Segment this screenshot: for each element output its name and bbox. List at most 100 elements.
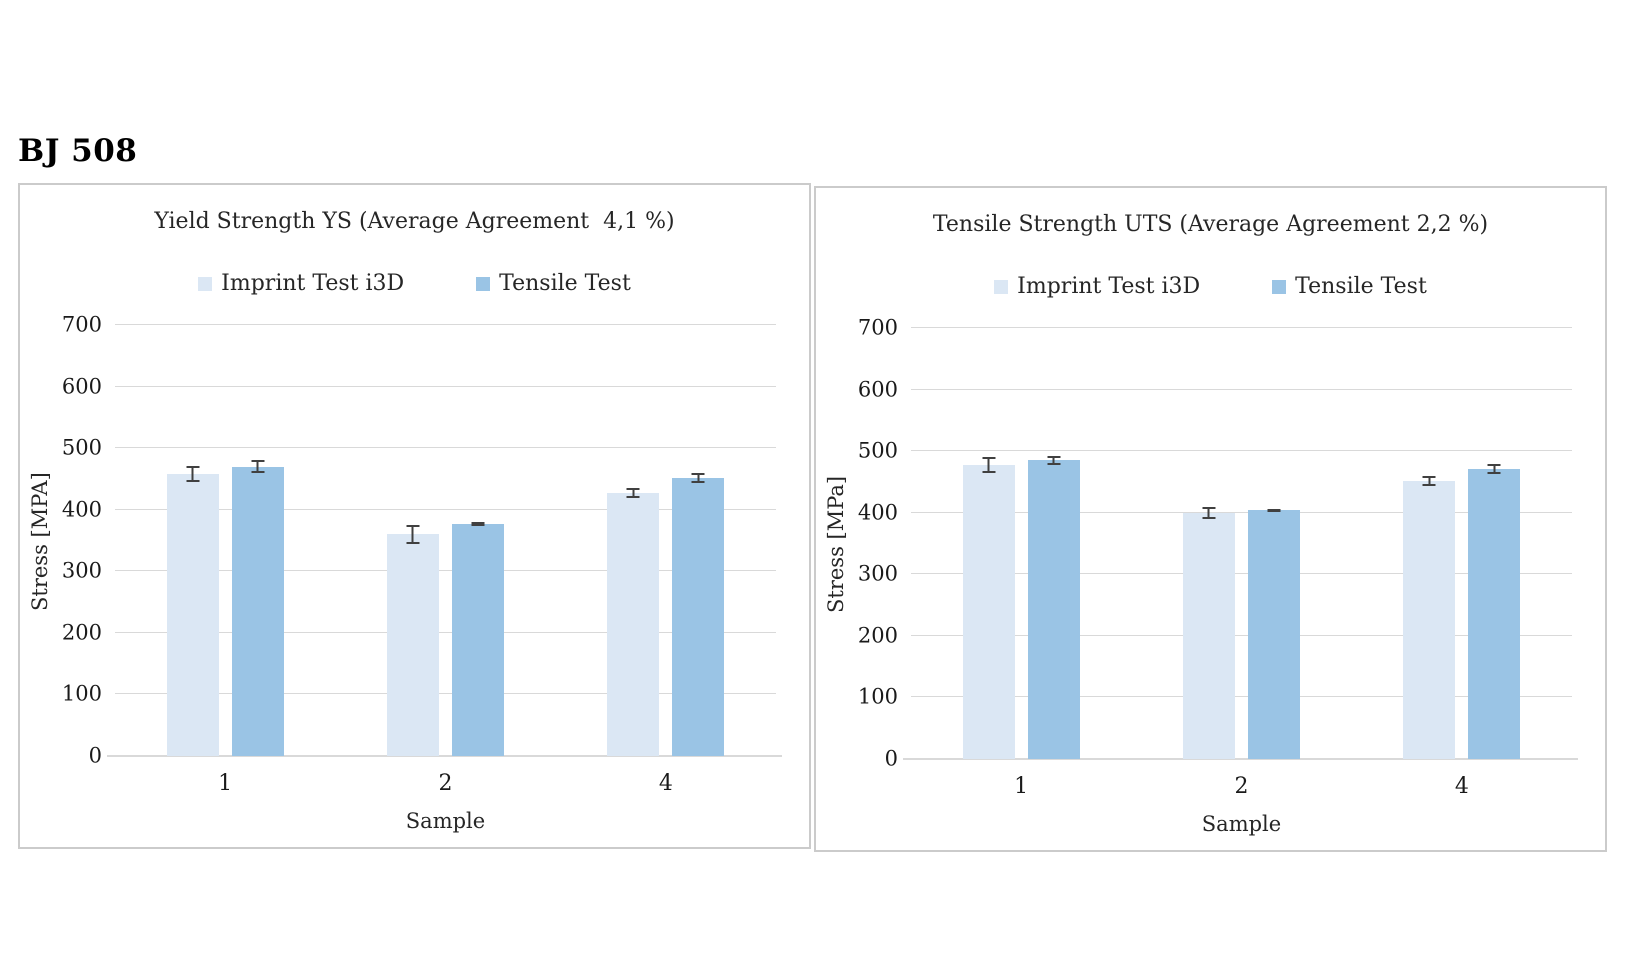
bar xyxy=(672,472,725,756)
error-bar-line xyxy=(632,488,635,499)
error-bar-cap xyxy=(186,480,200,483)
bar-groups xyxy=(911,328,1572,759)
gridline xyxy=(115,631,776,633)
error-bar-cap xyxy=(691,472,705,475)
x-tick-label: 1 xyxy=(1014,774,1029,799)
error-bar-cap xyxy=(1202,506,1216,509)
gridline xyxy=(115,570,776,572)
chart-panel-yield-strength: Yield Strength YS (Average Agreement 4,1… xyxy=(18,183,811,849)
error-bar-line xyxy=(987,456,990,473)
error-bar-line xyxy=(1207,506,1210,519)
error-bar xyxy=(1422,475,1436,486)
error-bar-cap xyxy=(626,496,640,499)
gridline xyxy=(911,696,1572,698)
legend-label: Imprint Test i3D xyxy=(221,271,405,296)
y-axis-title: Stress [MPa] xyxy=(824,475,848,614)
bar xyxy=(1403,475,1456,759)
gridline xyxy=(115,508,776,510)
legend-swatch-icon xyxy=(198,276,213,291)
error-bar-cap xyxy=(982,456,996,459)
error-bar xyxy=(471,522,485,526)
y-tick-label: 600 xyxy=(857,377,898,402)
bar xyxy=(166,466,219,756)
error-bar xyxy=(1267,509,1281,512)
x-tick-label: 2 xyxy=(438,771,453,796)
y-tick-label: 700 xyxy=(857,315,898,340)
legend-label: Tensile Test xyxy=(499,271,631,296)
error-bar-cap xyxy=(1202,516,1216,519)
chart-legend: Imprint Test i3D Tensile Test xyxy=(20,271,809,296)
legend-item: Imprint Test i3D xyxy=(994,274,1200,299)
charts-row: Yield Strength YS (Average Agreement 4,1… xyxy=(18,183,1607,852)
gridline xyxy=(911,511,1572,513)
legend-item: Tensile Test xyxy=(476,271,631,296)
error-bar-line xyxy=(256,460,259,473)
bar-group xyxy=(1352,328,1572,759)
y-tick-label: 600 xyxy=(61,374,102,399)
bar xyxy=(231,460,284,756)
error-bar-line xyxy=(1493,464,1496,474)
y-tick-label: 300 xyxy=(857,561,898,586)
y-tick-label: 200 xyxy=(61,620,102,645)
error-bar xyxy=(1487,464,1501,474)
error-bar-cap xyxy=(406,525,420,528)
error-bar-line xyxy=(1428,475,1431,486)
error-bar xyxy=(251,460,265,473)
gridline xyxy=(115,447,776,449)
y-tick-label: 400 xyxy=(61,497,102,522)
x-axis-title: Sample xyxy=(1201,812,1282,836)
gridline xyxy=(911,388,1572,390)
y-tick-label: 100 xyxy=(857,684,898,709)
gridline xyxy=(115,324,776,325)
legend-swatch-icon xyxy=(1272,279,1287,294)
x-tick-label: 4 xyxy=(658,771,673,796)
error-bar-cap xyxy=(186,466,200,469)
bar-group xyxy=(115,325,335,756)
y-tick-label: 100 xyxy=(61,681,102,706)
error-bar-line xyxy=(191,466,194,483)
x-axis-line xyxy=(903,758,1578,760)
bar xyxy=(1468,464,1521,759)
y-tick-label: 0 xyxy=(884,746,898,771)
y-tick-label: 500 xyxy=(61,435,102,460)
y-tick-label: 700 xyxy=(61,312,102,337)
legend-label: Imprint Test i3D xyxy=(1017,274,1201,299)
bar-groups xyxy=(115,325,776,756)
plot-area: 0 100 200 300 400 500 600 700 1 2 4 xyxy=(858,317,1578,799)
bar-group xyxy=(1131,328,1351,759)
x-axis-title: Sample xyxy=(405,809,486,833)
y-tick-label: 400 xyxy=(857,500,898,525)
error-bar-cap xyxy=(1047,456,1061,459)
y-axis-title: Stress [MPA] xyxy=(28,472,52,611)
error-bar xyxy=(1202,506,1216,519)
error-bar-cap xyxy=(251,470,265,473)
error-bar-cap xyxy=(691,480,705,483)
error-bar xyxy=(691,472,705,483)
error-bar-cap xyxy=(626,488,640,491)
page-title: BJ 508 xyxy=(18,133,138,169)
legend-swatch-icon xyxy=(476,276,491,291)
legend-item: Imprint Test i3D xyxy=(198,271,404,296)
error-bar-cap xyxy=(1487,471,1501,474)
error-bar-cap xyxy=(1422,483,1436,486)
error-bar-cap xyxy=(1267,509,1281,512)
error-bar-line xyxy=(697,472,700,483)
gridline xyxy=(115,385,776,387)
bar-group xyxy=(911,328,1131,759)
error-bar xyxy=(186,466,200,483)
bar xyxy=(607,488,660,756)
gridline xyxy=(911,327,1572,328)
error-bar-cap xyxy=(471,523,485,526)
y-tick-label: 200 xyxy=(857,623,898,648)
chart-panel-tensile-strength: Tensile Strength UTS (Average Agreement … xyxy=(814,186,1607,852)
error-bar xyxy=(1047,456,1061,465)
x-axis-line xyxy=(107,755,782,757)
x-tick-label: 2 xyxy=(1234,774,1249,799)
error-bar xyxy=(406,525,420,544)
bar-group xyxy=(556,325,776,756)
legend-label: Tensile Test xyxy=(1295,274,1427,299)
bar xyxy=(451,522,504,756)
error-bar xyxy=(626,488,640,499)
legend-swatch-icon xyxy=(994,279,1009,294)
